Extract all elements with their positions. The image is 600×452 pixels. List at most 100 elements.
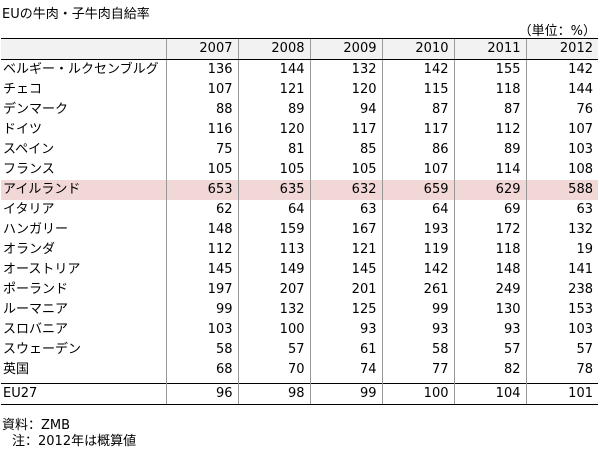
table-cell: 63 <box>309 200 382 220</box>
table-cell: 86 <box>381 140 454 160</box>
table-cell: 103 <box>525 320 598 340</box>
table-cell: 629 <box>453 180 526 200</box>
table-row: オランダ 112 113 121 119 118 19 <box>1 240 598 260</box>
table-cell: 77 <box>381 360 454 380</box>
table-cell: 130 <box>453 300 526 320</box>
table-cell: 57 <box>237 340 310 360</box>
column-header: 2008 <box>237 38 310 60</box>
table-cell: 107 <box>525 120 598 140</box>
table-cell: 78 <box>525 360 598 380</box>
table-cell: 121 <box>309 240 382 260</box>
table-cell: 74 <box>309 360 382 380</box>
table-cell: 81 <box>237 140 310 160</box>
table-row: ポーランド 197 207 201 261 249 238 <box>1 280 598 300</box>
table-cell: 88 <box>165 100 238 120</box>
table-cell: 64 <box>237 200 310 220</box>
table-cell: 659 <box>381 180 454 200</box>
table-cell: 113 <box>237 240 310 260</box>
row-label: ドイツ <box>3 122 43 137</box>
table-cell: 120 <box>237 120 310 140</box>
table-cell: 69 <box>453 200 526 220</box>
table-cell: 142 <box>525 59 598 80</box>
row-label: スロバニア <box>3 322 69 337</box>
table-cell: 207 <box>237 280 310 300</box>
table-cell: 148 <box>453 260 526 280</box>
table-cell: 119 <box>381 240 454 260</box>
table-cell: 115 <box>381 80 454 100</box>
table-cell: 117 <box>381 120 454 140</box>
table-row: スウェーデン 58 57 61 58 57 57 <box>1 340 598 360</box>
table-row: イタリア 62 64 63 64 69 63 <box>1 200 598 220</box>
row-label: デンマーク <box>3 102 69 117</box>
table-cell: 153 <box>525 300 598 320</box>
table-row: チェコ 107 121 120 115 118 144 <box>1 80 598 100</box>
table-body: ベルギー・ルクセンブルグ 136 144 132 142 155 142 チェコ 107 121 1… <box>1 59 598 405</box>
table-cell: 61 <box>309 340 382 360</box>
table-cell: 100 <box>237 320 310 340</box>
table-cell: 94 <box>309 100 382 120</box>
table-cell: 105 <box>309 160 382 180</box>
table-cell: 100 <box>381 383 454 405</box>
row-label: スウェーデン <box>3 342 82 357</box>
table-cell: 85 <box>309 140 382 160</box>
table-cell: 103 <box>165 320 238 340</box>
row-spacer <box>1 380 598 384</box>
table-cell: 57 <box>525 340 598 360</box>
table-cell: 120 <box>309 80 382 100</box>
table-cell: 141 <box>525 260 598 280</box>
table-cell: 118 <box>453 240 526 260</box>
table-cell: 105 <box>165 160 238 180</box>
table-cell: 112 <box>165 240 238 260</box>
table-cell: 108 <box>525 160 598 180</box>
table-row: オーストリア 145 149 145 142 148 141 <box>1 260 598 280</box>
table-cell: 144 <box>237 59 310 80</box>
table-cell: 121 <box>237 80 310 100</box>
table-cell: 145 <box>165 260 238 280</box>
spacer-cell <box>165 380 238 384</box>
table-cell: 57 <box>453 340 526 360</box>
table-cell: 144 <box>525 80 598 100</box>
table-cell: 99 <box>309 383 382 405</box>
table-cell: 93 <box>381 320 454 340</box>
table-cell: 58 <box>381 340 454 360</box>
table-cell: 635 <box>237 180 310 200</box>
table-cell: 93 <box>309 320 382 340</box>
column-header: 2009 <box>309 38 382 60</box>
table-title: EUの牛肉・子牛肉自給率 <box>2 7 150 22</box>
table-cell: 19 <box>525 240 598 260</box>
table-cell: 249 <box>453 280 526 300</box>
table-cell: 159 <box>237 220 310 240</box>
spacer-cell <box>309 380 382 384</box>
table-row: スペイン 75 81 85 86 89 103 <box>1 140 598 160</box>
table-cell: 132 <box>525 220 598 240</box>
self-sufficiency-table: 2007 2008 2009 2010 2011 2012 ベルギー・ルクセンブ… <box>1 38 598 405</box>
footnote: 注：2012年は概算値 <box>12 434 137 449</box>
header-row: 2007 2008 2009 2010 2011 2012 <box>1 38 598 60</box>
row-label: ルーマニア <box>3 302 69 317</box>
row-label: ポーランド <box>3 282 69 297</box>
table-row: フランス 105 105 105 107 114 108 <box>1 160 598 180</box>
table-cell: 58 <box>165 340 238 360</box>
table-cell: 89 <box>237 100 310 120</box>
row-label: フランス <box>3 162 55 177</box>
table-row: 英国 68 70 74 77 82 78 <box>1 360 598 380</box>
table-cell: 116 <box>165 120 238 140</box>
table-cell: 142 <box>381 59 454 80</box>
table-cell: 107 <box>381 160 454 180</box>
table-cell: 99 <box>381 300 454 320</box>
table-cell: 632 <box>309 180 382 200</box>
table-cell: 103 <box>525 140 598 160</box>
row-label: アイルランド <box>1 180 166 200</box>
table-cell: 117 <box>309 120 382 140</box>
row-label: EU27 <box>1 383 166 405</box>
table-cell: 118 <box>453 80 526 100</box>
table-cell: 112 <box>453 120 526 140</box>
table-cell: 104 <box>453 383 526 405</box>
table-cell: 96 <box>165 383 238 405</box>
table-row: デンマーク 88 89 94 87 87 76 <box>1 100 598 120</box>
row-label: ハンガリー <box>3 222 69 237</box>
table-cell: 125 <box>309 300 382 320</box>
table-cell: 149 <box>237 260 310 280</box>
table-cell: 167 <box>309 220 382 240</box>
table-cell: 197 <box>165 280 238 300</box>
